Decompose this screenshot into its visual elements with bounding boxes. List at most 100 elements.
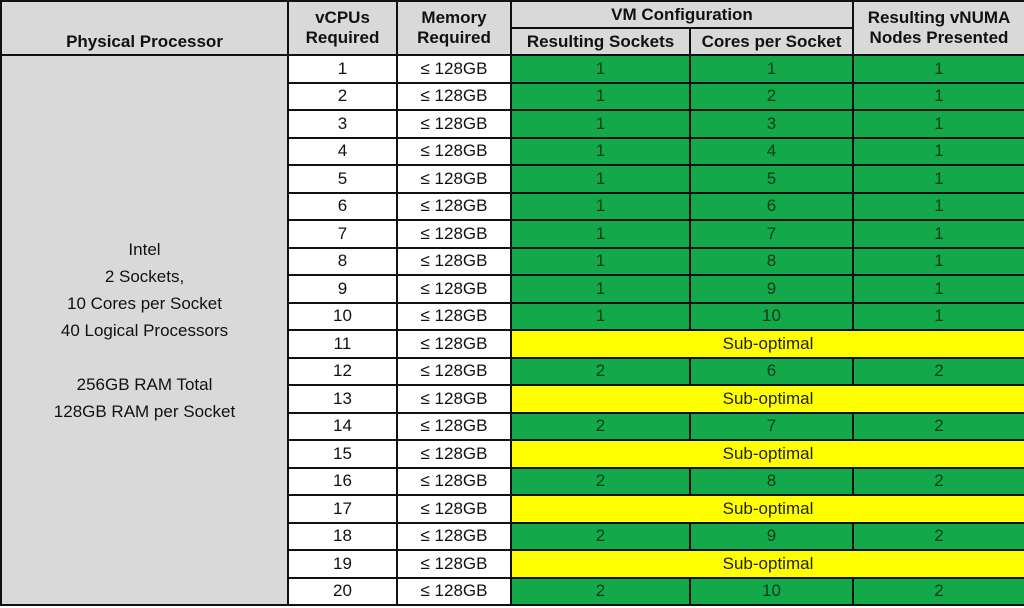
- memory-cell: ≤ 128GB: [396, 301, 512, 331]
- cores-cell: 9: [689, 274, 854, 304]
- cores-cell: 8: [689, 246, 854, 276]
- table-body: Intel 2 Sockets, 10 Cores per Socket 40 Log…: [0, 54, 1024, 606]
- vcpus-cell: 1: [287, 54, 398, 84]
- cores-cell: 10: [689, 301, 854, 331]
- physical-processor-cell: Intel 2 Sockets, 10 Cores per Socket 40 Log…: [0, 54, 289, 606]
- vnuma-cell: 2: [852, 356, 1024, 386]
- memory-cell: ≤ 128GB: [396, 466, 512, 496]
- header-vnuma-line1: Resulting vNUMA: [867, 8, 1011, 28]
- table-row: 12 ≤ 128GB 2 6 2: [1, 356, 1024, 386]
- vcpus-cell: 11: [287, 329, 398, 359]
- processor-spec-line: Intel: [128, 239, 161, 259]
- vnuma-cell: 1: [852, 81, 1024, 111]
- vcpus-cell: 17: [287, 494, 398, 524]
- vnuma-cell: 1: [852, 136, 1024, 166]
- sockets-cell: 2: [510, 521, 691, 551]
- memory-cell: ≤ 128GB: [396, 521, 512, 551]
- cores-cell: 8: [689, 466, 854, 496]
- vcpus-cell: 5: [287, 164, 398, 194]
- vcpus-cell: 2: [287, 81, 398, 111]
- sockets-cell: 1: [510, 191, 691, 221]
- suboptimal-cell: Sub-optimal: [510, 549, 1024, 579]
- vnuma-cell: 2: [852, 521, 1024, 551]
- sockets-cell: 1: [510, 164, 691, 194]
- memory-cell: ≤ 128GB: [396, 109, 512, 139]
- table-row: 8 ≤ 128GB 1 8 1: [1, 246, 1024, 276]
- vcpus-cell: 6: [287, 191, 398, 221]
- cores-cell: 10: [689, 576, 854, 606]
- vcpus-cell: 15: [287, 439, 398, 469]
- cores-cell: 3: [689, 109, 854, 139]
- vnuma-cell: 1: [852, 246, 1024, 276]
- cores-cell: 1: [689, 54, 854, 84]
- vcpus-cell: 14: [287, 411, 398, 441]
- memory-cell: ≤ 128GB: [396, 81, 512, 111]
- table-row: 16 ≤ 128GB 2 8 2: [1, 466, 1024, 496]
- vnuma-cell: 1: [852, 219, 1024, 249]
- memory-cell: ≤ 128GB: [396, 356, 512, 386]
- memory-cell: ≤ 128GB: [396, 54, 512, 84]
- vcpus-cell: 9: [287, 274, 398, 304]
- table-row: 18 ≤ 128GB 2 9 2: [1, 521, 1024, 551]
- processor-spec-line: [2, 344, 287, 371]
- vnuma-cell: 1: [852, 191, 1024, 221]
- table-row: 9 ≤ 128GB 1 9 1: [1, 274, 1024, 304]
- vnuma-cell: 1: [852, 301, 1024, 331]
- header-memory-line1: Memory: [421, 8, 487, 28]
- sockets-cell: 2: [510, 411, 691, 441]
- sockets-cell: 1: [510, 274, 691, 304]
- vcpus-cell: 3: [287, 109, 398, 139]
- suboptimal-cell: Sub-optimal: [510, 439, 1024, 469]
- table-row: Intel 2 Sockets, 10 Cores per Socket 40 Log…: [0, 54, 1024, 606]
- memory-cell: ≤ 128GB: [396, 329, 512, 359]
- header-vcpus-line1: vCPUs: [315, 8, 370, 28]
- sockets-cell: 1: [510, 109, 691, 139]
- vcpus-cell: 16: [287, 466, 398, 496]
- vcpus-cell: 10: [287, 301, 398, 331]
- table-row: 20 ≤ 128GB 2 10 2: [1, 576, 1024, 606]
- table-row: 6 ≤ 128GB 1 6 1: [1, 191, 1024, 221]
- header-vnuma: Resulting vNUMA Nodes Presented: [852, 0, 1024, 56]
- header-memory-line2: Required: [417, 28, 491, 47]
- suboptimal-cell: Sub-optimal: [510, 329, 1024, 359]
- header-physical-processor: Physical Processor: [0, 0, 289, 56]
- vcpus-cell: 12: [287, 356, 398, 386]
- cores-cell: 4: [689, 136, 854, 166]
- memory-cell: ≤ 128GB: [396, 384, 512, 414]
- processor-spec-line: 256GB RAM Total: [76, 374, 213, 394]
- table-row: 15 ≤ 128GB Sub-optimal: [1, 439, 1024, 469]
- sockets-cell: 2: [510, 576, 691, 606]
- vcpus-cell: 8: [287, 246, 398, 276]
- sockets-cell: 1: [510, 219, 691, 249]
- processor-spec-line: 10 Cores per Socket: [67, 293, 222, 313]
- header-vm-configuration: VM Configuration: [510, 0, 854, 29]
- cores-cell: 9: [689, 521, 854, 551]
- vcpus-cell: 18: [287, 521, 398, 551]
- vcpus-cell: 7: [287, 219, 398, 249]
- processor-spec-line: 2 Sockets,: [104, 266, 185, 286]
- memory-cell: ≤ 128GB: [396, 576, 512, 606]
- sockets-cell: 1: [510, 81, 691, 111]
- cores-cell: 6: [689, 356, 854, 386]
- header-vcpus-line2: Required: [305, 28, 380, 47]
- memory-cell: ≤ 128GB: [396, 494, 512, 524]
- table-row: 2 ≤ 128GB 1 2 1: [1, 81, 1024, 111]
- table-row: 14 ≤ 128GB 2 7 2: [1, 411, 1024, 441]
- vnuma-cell: 2: [852, 411, 1024, 441]
- vnuma-cell: 1: [852, 54, 1024, 84]
- sockets-cell: 1: [510, 136, 691, 166]
- memory-cell: ≤ 128GB: [396, 219, 512, 249]
- sockets-cell: 2: [510, 356, 691, 386]
- sockets-cell: 1: [510, 54, 691, 84]
- table-row: 5 ≤ 128GB 1 5 1: [1, 164, 1024, 194]
- memory-cell: ≤ 128GB: [396, 191, 512, 221]
- cores-cell: 5: [689, 164, 854, 194]
- sockets-cell: 2: [510, 466, 691, 496]
- cores-cell: 7: [689, 219, 854, 249]
- processor-spec-line: 40 Logical Processors: [60, 320, 229, 340]
- header-vnuma-line2: Nodes Presented: [869, 28, 1009, 47]
- cores-cell: 7: [689, 411, 854, 441]
- sockets-cell: 1: [510, 246, 691, 276]
- table-row: 13 ≤ 128GB Sub-optimal: [1, 384, 1024, 414]
- memory-cell: ≤ 128GB: [396, 274, 512, 304]
